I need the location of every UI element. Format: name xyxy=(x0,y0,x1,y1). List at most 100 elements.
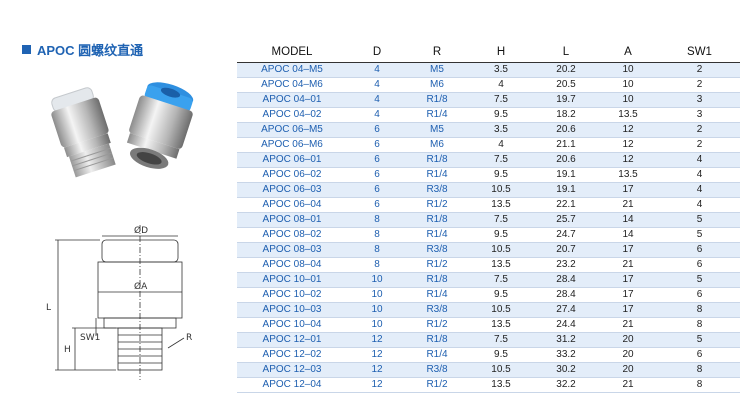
column-header: D xyxy=(347,42,407,63)
label-r: R xyxy=(186,333,192,343)
label-h: H xyxy=(64,345,71,355)
table-cell: 2 xyxy=(659,62,740,78)
table-cell: 4 xyxy=(347,92,407,108)
table-cell: 10 xyxy=(597,62,659,78)
table-cell: 12 xyxy=(597,122,659,138)
table-cell: 5 xyxy=(659,227,740,243)
table-cell: APOC 04–M6 xyxy=(237,77,347,93)
table-cell: 4 xyxy=(347,107,407,123)
section-title: APOC 圆螺纹直通 xyxy=(22,40,143,59)
table-cell: 8 xyxy=(659,377,740,393)
table-cell: 10.5 xyxy=(467,362,535,378)
table-cell: R3/8 xyxy=(407,302,467,318)
table-cell: 20.5 xyxy=(535,77,597,93)
table-row: APOC 06–M6 6 M6 4 21.1 12 2 xyxy=(237,137,740,153)
table-cell: 31.2 xyxy=(535,332,597,348)
table-cell: R3/8 xyxy=(407,182,467,198)
table-row: APOC 10–02 10 R1/4 9.5 28.4 17 6 xyxy=(237,287,740,303)
table-cell: APOC 08–01 xyxy=(237,212,347,228)
column-header: H xyxy=(467,42,535,63)
table-cell: 8 xyxy=(347,257,407,273)
table-cell: 28.4 xyxy=(535,272,597,288)
table-cell: 3 xyxy=(659,92,740,108)
table-cell: 4 xyxy=(347,77,407,93)
title-marker xyxy=(22,45,31,54)
table-cell: 4 xyxy=(467,137,535,153)
table-cell: 6 xyxy=(659,287,740,303)
table-cell: 20.6 xyxy=(535,122,597,138)
table-cell: R1/2 xyxy=(407,377,467,393)
table-cell: 7.5 xyxy=(467,272,535,288)
table-row: APOC 04–02 4 R1/4 9.5 18.2 13.5 3 xyxy=(237,107,740,123)
table-cell: APOC 06–M6 xyxy=(237,137,347,153)
table-cell: R1/2 xyxy=(407,197,467,213)
table-cell: 20 xyxy=(597,332,659,348)
product-photo-1 xyxy=(51,87,116,178)
table-cell: 5 xyxy=(659,332,740,348)
table-cell: 20.6 xyxy=(535,152,597,168)
table-cell: 24.4 xyxy=(535,317,597,333)
table-cell: 12 xyxy=(597,137,659,153)
table-cell: 6 xyxy=(347,167,407,183)
table-cell: 4 xyxy=(659,152,740,168)
table-cell: APOC 10–01 xyxy=(237,272,347,288)
table-cell: R3/8 xyxy=(407,362,467,378)
table-cell: 8 xyxy=(659,362,740,378)
table-cell: 7.5 xyxy=(467,152,535,168)
table-cell: 2 xyxy=(659,77,740,93)
table-cell: 6 xyxy=(659,347,740,363)
table-cell: 6 xyxy=(347,152,407,168)
table-cell: APOC 08–03 xyxy=(237,242,347,258)
table-cell: 8 xyxy=(347,212,407,228)
table-cell: 4 xyxy=(659,197,740,213)
table-row: APOC 10–01 10 R1/8 7.5 28.4 17 5 xyxy=(237,272,740,288)
table-cell: APOC 06–01 xyxy=(237,152,347,168)
table-cell: 24.7 xyxy=(535,227,597,243)
table-cell: 7.5 xyxy=(467,92,535,108)
header-row: MODEL D R H L A SW1 xyxy=(237,42,740,63)
table-row: APOC 04–01 4 R1/8 7.5 19.7 10 3 xyxy=(237,92,740,108)
table-cell: 5 xyxy=(659,212,740,228)
table-cell: M5 xyxy=(407,62,467,78)
table-cell: 10 xyxy=(347,317,407,333)
table-cell: 7.5 xyxy=(467,332,535,348)
table-row: APOC 06–02 6 R1/4 9.5 19.1 13.5 4 xyxy=(237,167,740,183)
table-cell: 28.4 xyxy=(535,287,597,303)
table-cell: 6 xyxy=(347,182,407,198)
table-cell: APOC 06–04 xyxy=(237,197,347,213)
table-cell: 12 xyxy=(597,152,659,168)
table-cell: APOC 04–02 xyxy=(237,107,347,123)
table-cell: 6 xyxy=(347,122,407,138)
table-cell: 20.2 xyxy=(535,62,597,78)
table-cell: R1/8 xyxy=(407,332,467,348)
table-cell: 18.2 xyxy=(535,107,597,123)
table-row: APOC 06–04 6 R1/2 13.5 22.1 21 4 xyxy=(237,197,740,213)
table-cell: 12 xyxy=(347,332,407,348)
table-cell: APOC 12–03 xyxy=(237,362,347,378)
column-header: SW1 xyxy=(659,42,740,63)
table-cell: 10 xyxy=(597,92,659,108)
table-cell: 10.5 xyxy=(467,302,535,318)
label-l: L xyxy=(46,303,51,313)
table-cell: 3.5 xyxy=(467,122,535,138)
table-cell: 4 xyxy=(467,77,535,93)
table-cell: 14 xyxy=(597,227,659,243)
table-cell: 20 xyxy=(597,347,659,363)
table-cell: 17 xyxy=(597,272,659,288)
table-row: APOC 10–03 10 R3/8 10.5 27.4 17 8 xyxy=(237,302,740,318)
table-cell: 13.5 xyxy=(467,197,535,213)
table-cell: 9.5 xyxy=(467,107,535,123)
table-cell: APOC 04–M5 xyxy=(237,62,347,78)
table-cell: R3/8 xyxy=(407,242,467,258)
table-cell: R1/4 xyxy=(407,107,467,123)
table-cell: 8 xyxy=(659,302,740,318)
table-cell: 10.5 xyxy=(467,182,535,198)
table-cell: 21 xyxy=(597,317,659,333)
product-photo-2 xyxy=(126,82,194,169)
table-cell: R1/8 xyxy=(407,272,467,288)
table-cell: 19.1 xyxy=(535,182,597,198)
table-cell: 6 xyxy=(659,242,740,258)
table-cell: APOC 10–02 xyxy=(237,287,347,303)
column-header: MODEL xyxy=(237,42,347,63)
